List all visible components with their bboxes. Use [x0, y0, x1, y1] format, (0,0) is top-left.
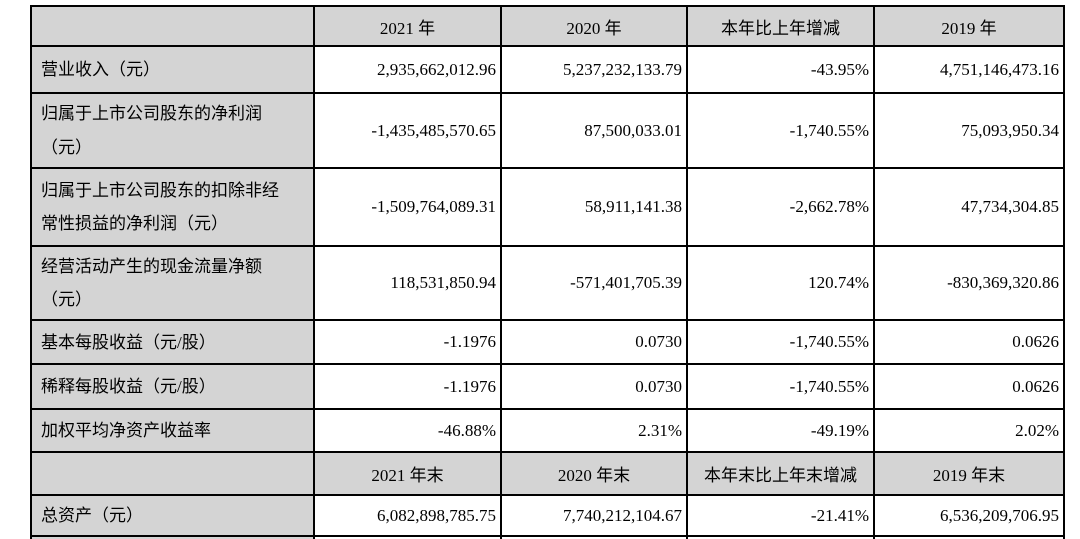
- row-label-net-profit: 归属于上市公司股东的净利润 （元）: [30, 92, 315, 169]
- table-row-net-profit: 归属于上市公司股东的净利润 （元） -1,435,485,570.65 87,5…: [30, 92, 1065, 169]
- row-label-basic-eps: 基本每股收益（元/股）: [30, 319, 315, 366]
- total-assets-yoy: -21.41%: [686, 494, 875, 538]
- table-row-net-profit-excl-nonrecurring: 归属于上市公司股东的扣除非经 常性损益的净利润（元） -1,509,764,08…: [30, 167, 1065, 247]
- total-assets-2019: 6,536,209,706.95: [873, 494, 1065, 538]
- roe-2020: 2.31%: [500, 408, 688, 454]
- row-label-net-profit-excl-nonrecurring: 归属于上市公司股东的扣除非经 常性损益的净利润（元）: [30, 167, 315, 247]
- basic-eps-yoy: -1,740.55%: [686, 319, 875, 366]
- row-label-weighted-avg-roe: 加权平均净资产收益率: [30, 408, 315, 454]
- cash-flow-2021: 118,531,850.94: [313, 244, 502, 322]
- total-assets-2021: 6,082,898,785.75: [313, 494, 502, 538]
- operating-revenue-2021: 2,935,662,012.96: [313, 45, 502, 94]
- table-row-total-assets: 总资产（元） 6,082,898,785.75 7,740,212,104.67…: [30, 494, 1065, 538]
- roe-yoy: -49.19%: [686, 408, 875, 454]
- annual-header-2020: 2020 年: [500, 5, 688, 47]
- year-end-header-row: 2021 年末 2020 年末 本年末比上年末增减 2019 年末: [30, 451, 1065, 497]
- operating-revenue-2019: 4,751,146,473.16: [873, 45, 1065, 94]
- diluted-eps-yoy: -1,740.55%: [686, 363, 875, 411]
- annual-header-empty-cell: [30, 5, 315, 47]
- clipped-cell-2: [500, 535, 688, 539]
- diluted-eps-2020: 0.0730: [500, 363, 688, 411]
- net-profit-2021: -1,435,485,570.65: [313, 92, 502, 169]
- total-assets-2020: 7,740,212,104.67: [500, 494, 688, 538]
- net-profit-2020: 87,500,033.01: [500, 92, 688, 169]
- cash-flow-2019: -830,369,320.86: [873, 244, 1065, 322]
- clipped-cell-1: [313, 535, 502, 539]
- net-profit-excl-2020: 58,911,141.38: [500, 167, 688, 247]
- row-label-diluted-eps: 稀释每股收益（元/股）: [30, 363, 315, 411]
- net-profit-excl-2021: -1,509,764,089.31: [313, 167, 502, 247]
- financial-summary-table: 2021 年 2020 年 本年比上年增减 2019 年 营业收入（元） 2,9…: [30, 5, 1065, 539]
- year-end-header-2021: 2021 年末: [313, 451, 502, 497]
- net-profit-excl-2019: 47,734,304.85: [873, 167, 1065, 247]
- net-profit-2019: 75,093,950.34: [873, 92, 1065, 169]
- year-end-header-yoy-change: 本年末比上年末增减: [686, 451, 875, 497]
- row-label-operating-cash-flow: 经营活动产生的现金流量净额 （元）: [30, 244, 315, 322]
- operating-revenue-yoy: -43.95%: [686, 45, 875, 94]
- diluted-eps-2021: -1.1976: [313, 363, 502, 411]
- table-row-clipped: [30, 535, 1065, 539]
- year-end-header-2020: 2020 年末: [500, 451, 688, 497]
- roe-2021: -46.88%: [313, 408, 502, 454]
- row-label-total-assets: 总资产（元）: [30, 494, 315, 538]
- net-profit-excl-yoy: -2,662.78%: [686, 167, 875, 247]
- diluted-eps-2019: 0.0626: [873, 363, 1065, 411]
- table-row-diluted-eps: 稀释每股收益（元/股） -1.1976 0.0730 -1,740.55% 0.…: [30, 363, 1065, 411]
- year-end-header-empty-cell: [30, 451, 315, 497]
- year-end-header-2019: 2019 年末: [873, 451, 1065, 497]
- net-profit-yoy: -1,740.55%: [686, 92, 875, 169]
- annual-header-2021: 2021 年: [313, 5, 502, 47]
- row-label-operating-revenue: 营业收入（元）: [30, 45, 315, 94]
- annual-header-2019: 2019 年: [873, 5, 1065, 47]
- basic-eps-2019: 0.0626: [873, 319, 1065, 366]
- clipped-label-cell: [30, 535, 315, 539]
- operating-revenue-2020: 5,237,232,133.79: [500, 45, 688, 94]
- annual-header-yoy-change: 本年比上年增减: [686, 5, 875, 47]
- cash-flow-2020: -571,401,705.39: [500, 244, 688, 322]
- table-row-operating-cash-flow: 经营活动产生的现金流量净额 （元） 118,531,850.94 -571,40…: [30, 244, 1065, 322]
- roe-2019: 2.02%: [873, 408, 1065, 454]
- table-row-weighted-avg-roe: 加权平均净资产收益率 -46.88% 2.31% -49.19% 2.02%: [30, 408, 1065, 454]
- cash-flow-yoy: 120.74%: [686, 244, 875, 322]
- basic-eps-2020: 0.0730: [500, 319, 688, 366]
- clipped-cell-3: [686, 535, 875, 539]
- table-row-operating-revenue: 营业收入（元） 2,935,662,012.96 5,237,232,133.7…: [30, 45, 1065, 94]
- basic-eps-2021: -1.1976: [313, 319, 502, 366]
- table-row-basic-eps: 基本每股收益（元/股） -1.1976 0.0730 -1,740.55% 0.…: [30, 319, 1065, 366]
- annual-header-row: 2021 年 2020 年 本年比上年增减 2019 年: [30, 5, 1065, 47]
- clipped-cell-4: [873, 535, 1065, 539]
